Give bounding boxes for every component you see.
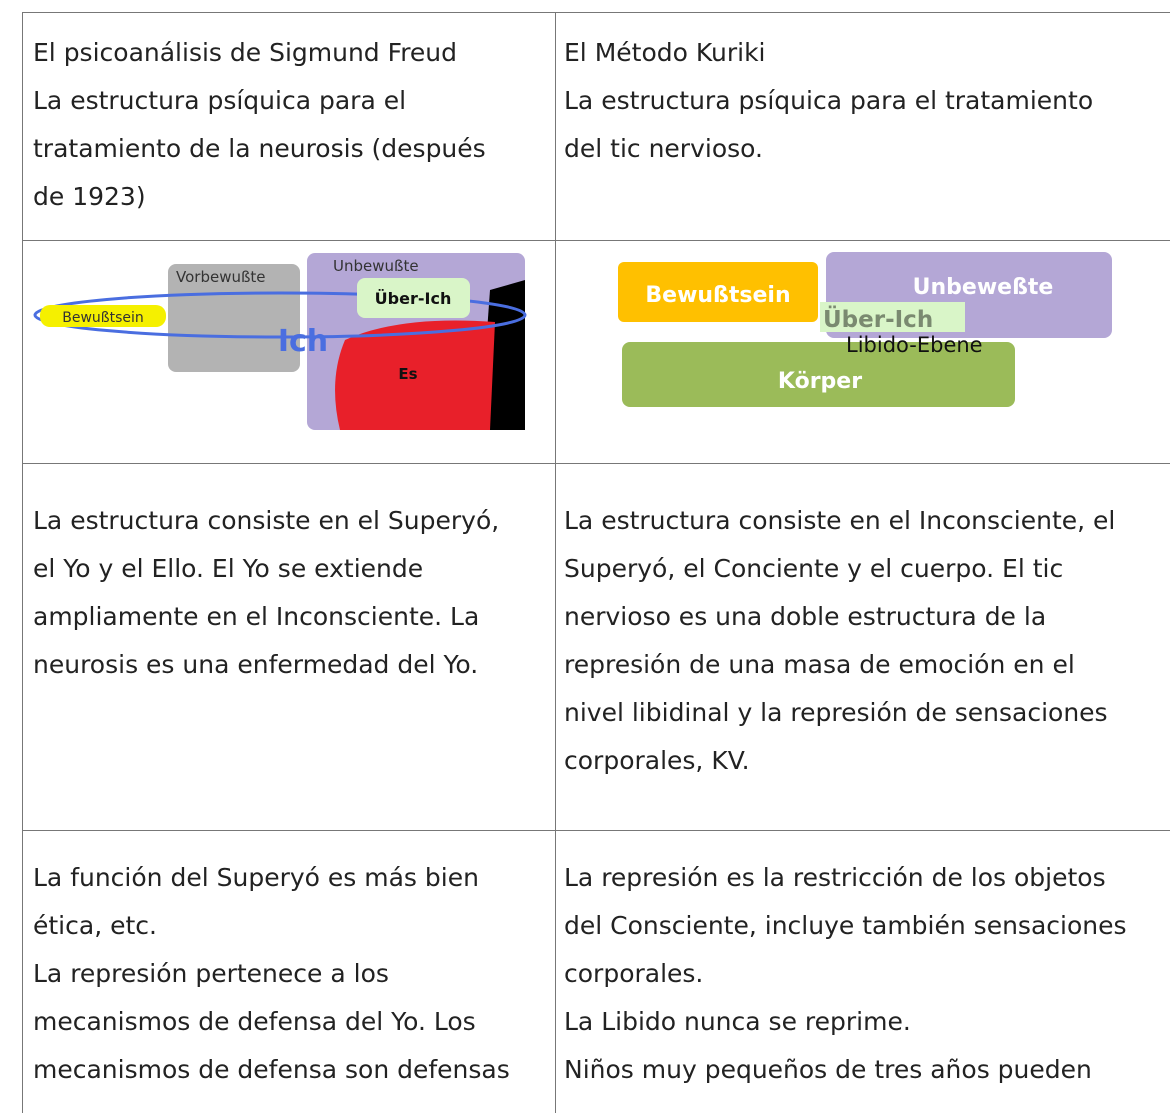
text-line: ética, etc. — [33, 911, 157, 940]
table-cell: La función del Superyó es más bien ética,… — [22, 830, 555, 1113]
text-line: nervioso es una doble estructura de la — [564, 602, 1047, 631]
text-line: neurosis es una enfermedad del Yo. — [33, 650, 479, 679]
table-cell: La represión es la restricción de los ob… — [555, 830, 1170, 1113]
text-line: La estructura consiste en el Inconscient… — [564, 506, 1116, 535]
text-line: corporales. — [564, 959, 704, 988]
text-line: La represión pertenece a los — [33, 959, 389, 988]
text-line: La Libido nunca se reprime. — [564, 1007, 911, 1036]
text-line: Superyó, el Conciente y el cuerpo. El ti… — [564, 554, 1064, 583]
text-line: El Método Kuriki — [564, 38, 766, 67]
text-line: tratamiento de la neurosis (después — [33, 134, 486, 163]
text-line: El psicoanálisis de Sigmund Freud — [33, 38, 458, 67]
text-line: La estructura psíquica para el tratamien… — [564, 86, 1094, 115]
text-line: el Yo y el Ello. El Yo se extiende — [33, 554, 424, 583]
text-line: La estructura psíquica para el — [33, 86, 407, 115]
text-line: nivel libidinal y la represión de sensac… — [564, 698, 1108, 727]
text-line: Niños muy pequeños de tres años pueden — [564, 1055, 1092, 1084]
table-cell: La estructura consiste en el Inconscient… — [555, 463, 1170, 830]
text-line: mecanismos de defensa son defensas — [33, 1055, 510, 1084]
table-cell: La estructura consiste en el Superyó, el … — [22, 463, 555, 830]
text-line: La represión es la restricción de los ob… — [564, 863, 1106, 892]
text-line: La función del Superyó es más bien — [33, 863, 479, 892]
text-line: ampliamente en el Inconsciente. La — [33, 602, 480, 631]
text-line: del Consciente, incluye también sensacio… — [564, 911, 1127, 940]
text-line: del tic nervioso. — [564, 134, 763, 163]
text-line: mecanismos de defensa del Yo. Los — [33, 1007, 476, 1036]
text-line: de 1923) — [33, 182, 146, 211]
table-cell: El Método Kuriki La estructura psíquica p… — [555, 12, 1170, 240]
table-cell — [22, 240, 555, 463]
table-cell: El psicoanálisis de Sigmund Freud La estr… — [22, 12, 555, 240]
text-line: represión de una masa de emoción en el — [564, 650, 1075, 679]
table-cell — [555, 240, 1170, 463]
text-line: corporales, KV. — [564, 746, 750, 775]
text-line: La estructura consiste en el Superyó, — [33, 506, 500, 535]
